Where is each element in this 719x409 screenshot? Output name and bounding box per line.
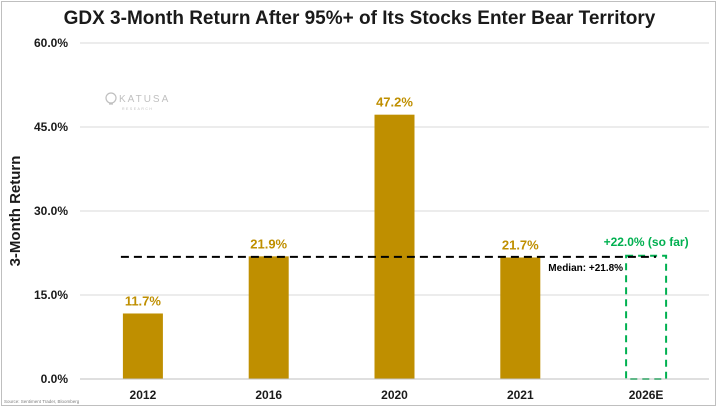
data-labels: 11.7% 21.9% 47.2% 21.7% xyxy=(125,95,539,309)
median-label: Median: +21.8% xyxy=(548,263,623,274)
estimate-bar xyxy=(625,254,668,380)
logo-text: KATUSA xyxy=(119,94,170,105)
bar xyxy=(122,313,163,379)
y-tick-label: 60.0% xyxy=(34,36,68,50)
data-label: 11.7% xyxy=(125,293,162,308)
x-tick-label: 2012 xyxy=(130,388,157,402)
logo-subtext: RESEARCH xyxy=(122,107,153,111)
y-tick-labels: 0.0% 15.0% 30.0% 45.0% 60.0% xyxy=(34,36,68,386)
x-tick-label: 2020 xyxy=(381,388,408,402)
estimate-label: +22.0% (so far) xyxy=(604,235,689,249)
y-tick-label: 45.0% xyxy=(34,120,68,134)
lightbulb-icon xyxy=(105,92,117,104)
x-tick-label: 2026E xyxy=(629,388,664,402)
data-label: 21.7% xyxy=(502,237,539,252)
bar xyxy=(248,256,289,379)
data-label: 21.9% xyxy=(250,236,287,251)
x-tick-label: 2016 xyxy=(255,388,282,402)
y-tick-label: 15.0% xyxy=(34,288,68,302)
katusa-logo-watermark: KATUSA RESEARCH xyxy=(105,92,170,111)
source-note: Source: Sentiment Trader, Bloomberg xyxy=(4,399,80,404)
y-tick-label: 0.0% xyxy=(41,372,69,386)
x-tick-labels: 2012 2016 2020 2021 2026E xyxy=(130,388,664,402)
chart-title: GDX 3-Month Return After 95%+ of Its Sto… xyxy=(63,8,656,29)
y-axis-label: 3-Month Return xyxy=(7,156,24,267)
bar xyxy=(374,114,415,380)
x-tick-label: 2021 xyxy=(507,388,534,402)
median-line-group: Median: +21.8% xyxy=(120,255,657,274)
data-label: 47.2% xyxy=(376,95,413,110)
bars xyxy=(122,114,541,380)
y-tick-label: 30.0% xyxy=(34,204,68,218)
bar xyxy=(500,257,541,379)
